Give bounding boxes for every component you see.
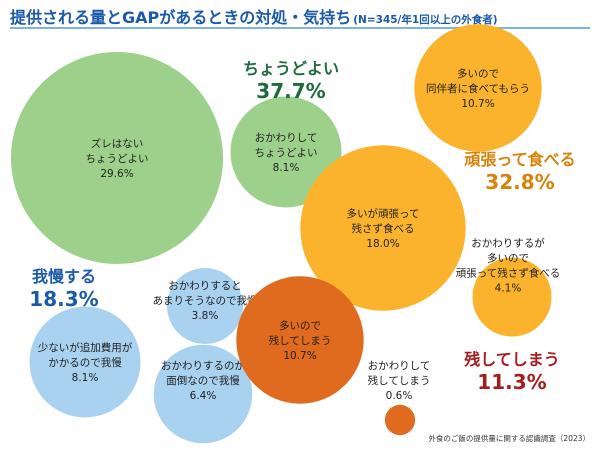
bubble-label-refill-too-much-eat-all: 頑張って残さず食べる xyxy=(456,267,560,280)
group-leave: 多いので残してしまう10.7%おかわりして残してしまう0.6%残してしまう11.… xyxy=(236,276,560,436)
chart-subtitle: (N=345/年1回以上の外食者) xyxy=(353,14,498,26)
bubble-label-refill-just-right: おかわりして xyxy=(255,132,318,144)
bubble-label-no-gap-just-right: ズレはない xyxy=(91,137,144,150)
bubble-label-refill-leftover-fear: あまりそうなので我慢 xyxy=(153,295,258,307)
bubble-label-refill-too-much-eat-all: おかわりするが xyxy=(471,237,545,250)
group-name-eat-hard: 頑張って食べる xyxy=(463,150,575,169)
bubble-label-small-extra-cost: かかるので我慢 xyxy=(48,357,122,369)
bubble-label-refill-too-much-eat-all: 多いので xyxy=(487,252,529,265)
group-total-just-right: 37.7% xyxy=(256,79,325,103)
bubble-too-much-eat-all xyxy=(300,145,466,311)
bubble-label-refill-leave: おかわりして xyxy=(368,360,431,372)
bubble-value-too-much-eat-all: 18.0% xyxy=(366,238,399,250)
bubble-value-small-extra-cost: 8.1% xyxy=(72,372,99,384)
bubble-value-too-much-leave: 10.7% xyxy=(283,350,316,362)
bubble-label-too-much-eat-all: 残さず食べる xyxy=(352,222,415,235)
group-total-eat-hard: 32.8% xyxy=(485,170,554,194)
bubble-label-refill-just-right: ちょうどよい xyxy=(255,147,318,159)
bubble-label-refill-leftover-fear: おかわりすると xyxy=(168,280,242,292)
bubble-label-too-much-leave: 多いので xyxy=(279,319,321,332)
bubble-refill-too-much-eat-all xyxy=(472,257,552,337)
bubble-label-refill-leave: 残してしまう xyxy=(368,374,431,387)
chart-title-text: 提供される量とGAPがあるときの対処・気持ち xyxy=(10,8,352,27)
bubble-label-too-much-eat-all: 多いが頑張って xyxy=(347,207,420,220)
bubble-refill-leftover-fear xyxy=(167,268,243,344)
bubble-label-refill-bother: おかわりするのが xyxy=(161,359,245,372)
group-total-leave: 11.3% xyxy=(477,370,546,394)
bubble-refill-bother xyxy=(153,344,253,444)
bubble-label-no-gap-just-right: ちょうどよい xyxy=(86,153,149,165)
bubble-value-refill-leftover-fear: 3.8% xyxy=(192,310,219,322)
group-eat-hard: 多いが頑張って残さず食べる18.0%多いので同伴者に食べてもらう10.7%おかわ… xyxy=(300,24,576,337)
bubble-refill-just-right xyxy=(230,96,342,208)
group-name-just-right: ちょうどよい xyxy=(243,59,339,78)
bubble-too-much-leave xyxy=(236,276,364,404)
group-total-endure: 18.3% xyxy=(29,287,98,311)
bubble-value-refill-leave: 0.6% xyxy=(386,390,413,402)
bubble-label-too-much-share: 同伴者に食べてもらう xyxy=(426,82,530,95)
bubble-value-too-much-share: 10.7% xyxy=(461,98,494,110)
title-underline xyxy=(10,27,590,29)
bubble-label-refill-bother: 面倒なので我慢 xyxy=(166,375,240,387)
bubble-label-small-extra-cost: 少ないが追加費用が xyxy=(38,341,133,354)
source-note: 外食のご飯の提供量に関する認識調査（2023） xyxy=(428,434,590,443)
bubble-too-much-share xyxy=(414,24,542,152)
bubble-no-gap-just-right xyxy=(11,52,223,264)
bubble-value-refill-just-right: 8.1% xyxy=(273,162,300,174)
bubble-value-no-gap-just-right: 29.6% xyxy=(100,168,133,180)
chart-title: 提供される量とGAPがあるときの対処・気持ち (N=345/年1回以上の外食者) xyxy=(10,4,590,28)
bubble-label-too-much-share: 多いので xyxy=(457,67,499,80)
bubble-small-extra-cost xyxy=(29,306,141,418)
bubble-value-refill-bother: 6.4% xyxy=(190,390,217,402)
group-name-endure: 我慢する xyxy=(32,267,96,286)
group-name-leave: 残してしまう xyxy=(464,350,560,369)
group-just-right: ズレはないちょうどよい29.6%おかわりしてちょうどよい8.1%ちょうどよい37… xyxy=(11,52,342,264)
bubble-value-refill-too-much-eat-all: 4.1% xyxy=(495,283,522,295)
bubble-label-too-much-leave: 残してしまう xyxy=(269,334,332,347)
bubble-refill-leave xyxy=(384,404,416,436)
